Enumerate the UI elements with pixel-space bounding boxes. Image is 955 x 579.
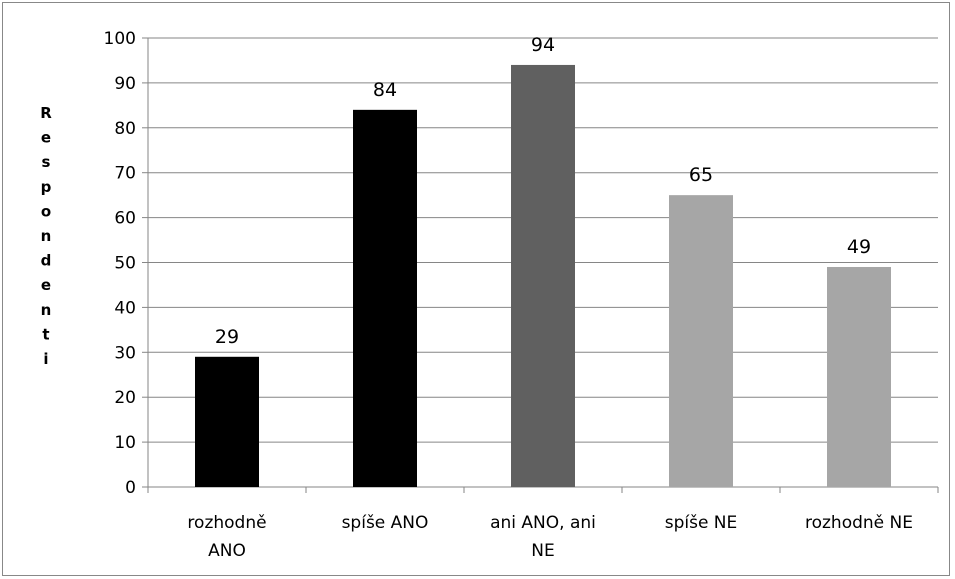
y-axis-label-letter: d <box>41 252 52 270</box>
bar <box>353 109 417 487</box>
y-axis-label-letter: e <box>41 276 51 294</box>
x-category-label: rozhodně NE <box>805 513 913 533</box>
y-tick-labels: 0 10 20 30 40 50 60 70 80 90 100 <box>104 29 136 498</box>
y-axis-label-letter: o <box>41 202 51 220</box>
y-tick-label: 10 <box>114 433 136 453</box>
data-labels: 29 84 94 65 49 <box>215 34 871 348</box>
x-category-label: spíše NE <box>665 513 738 533</box>
y-axis-label-letter: R <box>40 104 52 122</box>
y-tick-label: 70 <box>114 164 136 184</box>
y-tick-label: 30 <box>114 343 136 363</box>
x-category-label-line: ani ANO, ani <box>490 513 596 533</box>
y-tick-label: 80 <box>114 119 136 139</box>
x-category-label-line: spíše ANO <box>342 513 429 533</box>
data-label: 29 <box>215 326 239 348</box>
y-tick-label: 100 <box>104 29 136 49</box>
y-tick-label: 20 <box>114 388 136 408</box>
x-category-label: spíše ANO <box>342 513 429 533</box>
x-category-label-line: rozhodně NE <box>805 513 913 533</box>
bars <box>195 64 891 487</box>
y-tick-label: 0 <box>125 478 136 498</box>
y-axis-label-letter: t <box>42 325 49 343</box>
y-axis-label-letter: n <box>41 301 52 319</box>
x-category-label-line: spíše NE <box>665 513 738 533</box>
y-tick-label: 50 <box>114 254 136 274</box>
y-axis-label-letter: i <box>43 350 48 368</box>
bar <box>511 64 575 487</box>
y-tick-label: 60 <box>114 209 136 229</box>
y-axis-label-letter: n <box>41 227 52 245</box>
bar <box>195 356 259 487</box>
y-tick-label: 40 <box>114 298 136 318</box>
x-category-label-line: NE <box>531 541 554 561</box>
x-category-label: ani ANO, ani NE <box>490 513 596 561</box>
data-label: 65 <box>689 164 713 186</box>
y-axis-label-letter: e <box>41 129 51 147</box>
y-axis-label-letter: p <box>41 178 52 196</box>
bar <box>669 195 733 487</box>
x-category-label: rozhodně ANO <box>187 513 266 561</box>
y-axis-label-letter: s <box>42 153 51 171</box>
data-label: 84 <box>373 79 397 101</box>
x-category-label-line: rozhodně <box>187 513 266 533</box>
data-label: 94 <box>531 34 555 56</box>
x-category-label-line: ANO <box>208 541 246 561</box>
y-tick-label: 90 <box>114 74 136 94</box>
data-label: 49 <box>847 236 871 258</box>
x-category-labels: rozhodně ANO spíše ANO ani ANO, ani NE spíše … <box>187 513 913 561</box>
bar <box>827 266 891 487</box>
